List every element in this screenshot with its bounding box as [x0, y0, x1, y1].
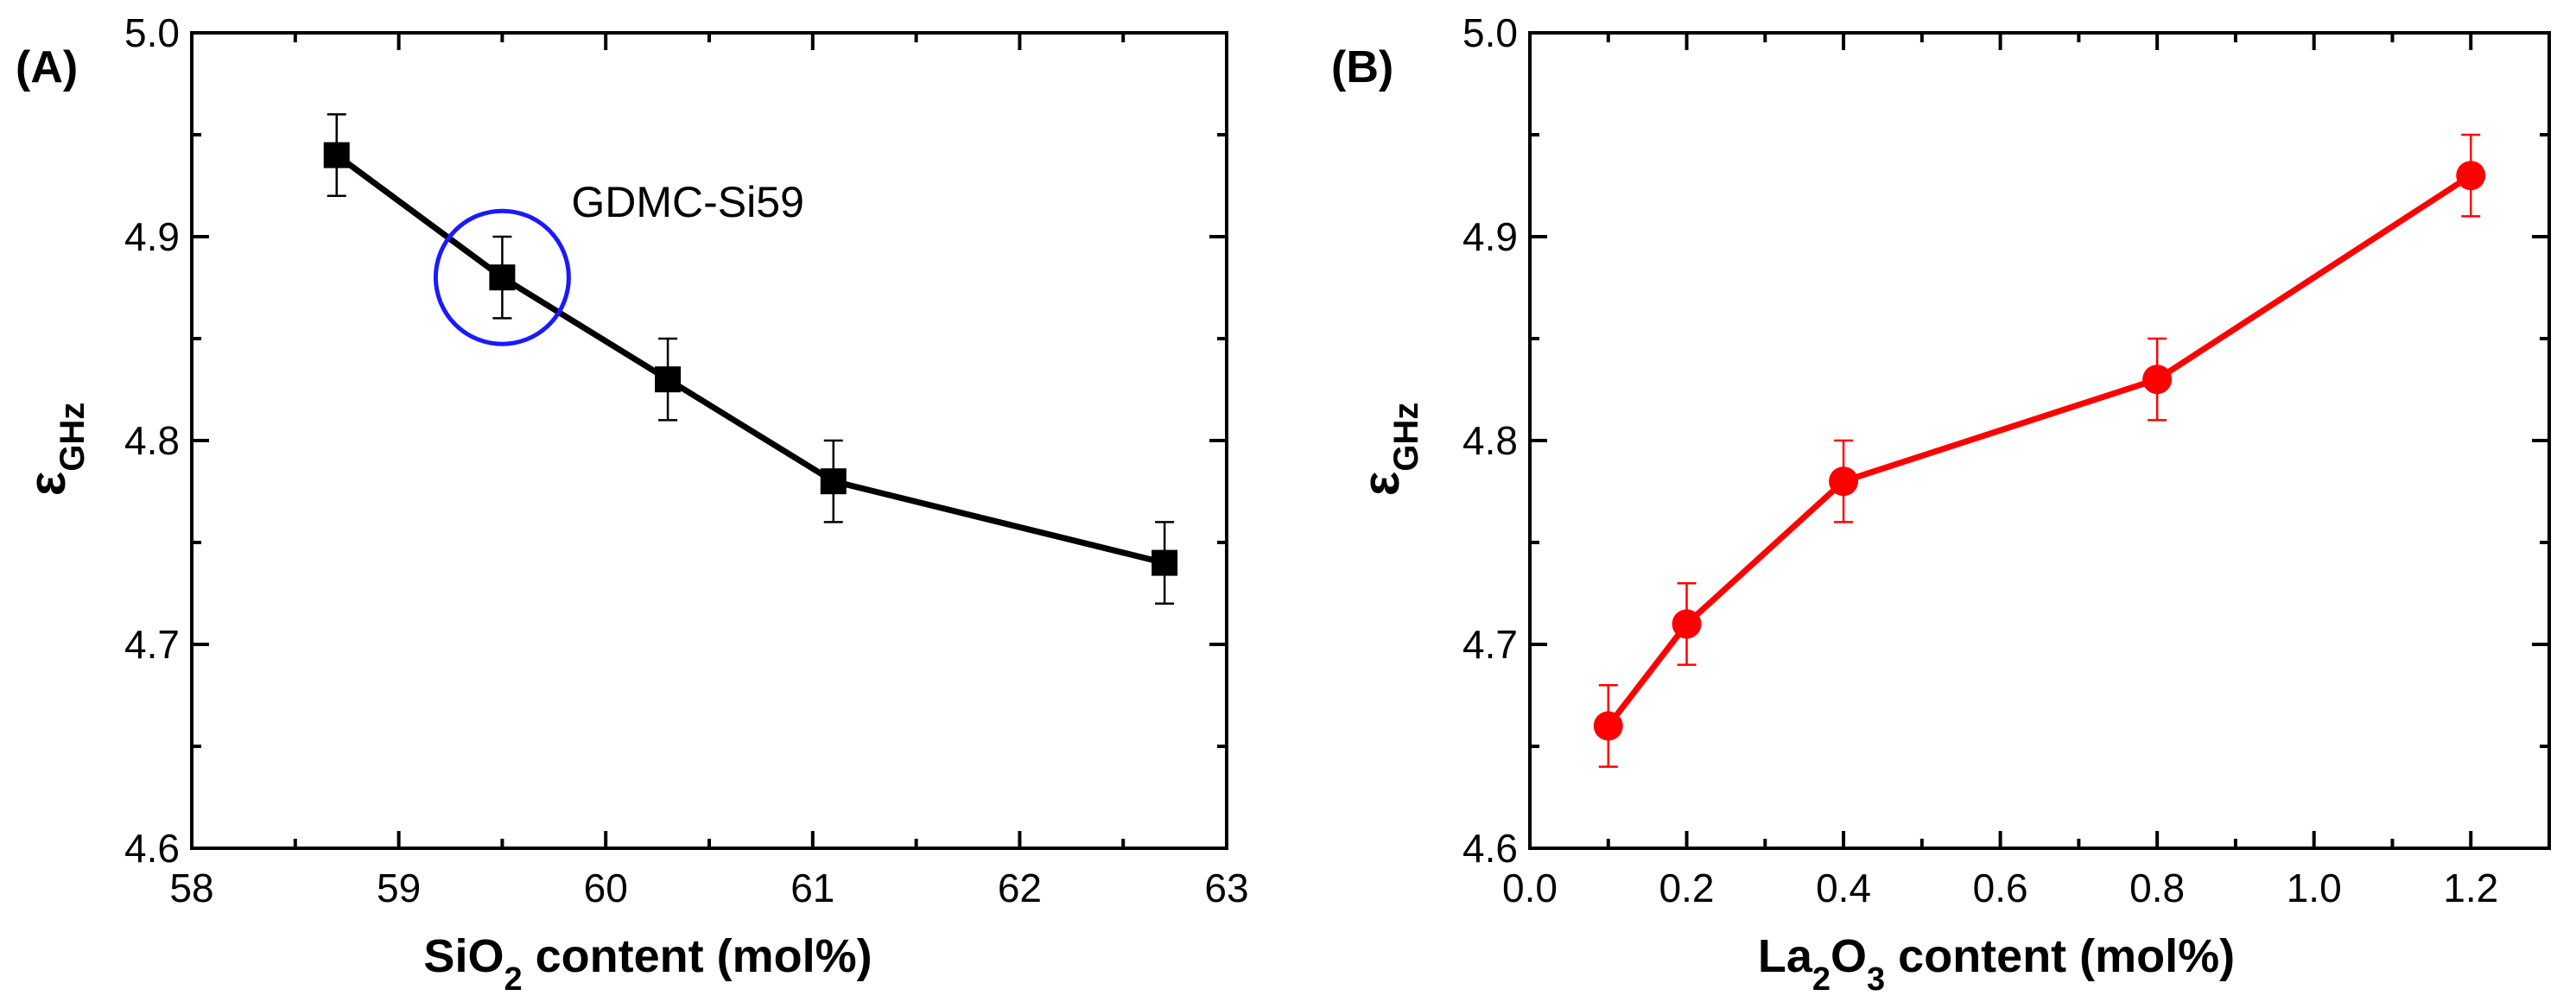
data-point — [2456, 161, 2486, 191]
x-tick-label: 59 — [377, 866, 421, 910]
x-tick-label: 1.2 — [2443, 866, 2498, 910]
y-tick-label: 4.6 — [1462, 826, 1518, 871]
data-point — [1593, 711, 1623, 741]
y-axis-label-subscript: GHz — [1387, 403, 1425, 472]
x-tick-label: 60 — [584, 866, 628, 910]
chart-panel-a: (A) 58 59 60 61 62 63 4.6 4.7 4.8 4.9 5.0 SiO2 cont… — [16, 10, 1249, 998]
y-axis-label: εGHz — [1352, 403, 1425, 496]
y-axis-label: εGHz — [18, 403, 92, 496]
x-axis-label-main: SiO — [423, 930, 504, 982]
data-point — [323, 142, 350, 168]
x-axis-label-rest: content (mol%) — [1885, 930, 2235, 982]
x-tick-label: 0.0 — [1502, 866, 1558, 910]
x-axis-label-subscript: 2 — [1812, 961, 1830, 998]
y-tick-label: 4.9 — [124, 214, 180, 259]
y-axis-label-main: ε — [1352, 472, 1410, 496]
plot-frame — [1528, 31, 2551, 850]
panel-label-b: (B) — [1331, 42, 1393, 92]
panel-label-a: (A) — [16, 42, 78, 92]
y-tick-label: 4.6 — [124, 826, 180, 871]
x-axis-label-mid: O — [1830, 930, 1867, 982]
y-tick-label: 4.7 — [1462, 622, 1518, 667]
series-line — [1605, 173, 2473, 728]
x-tick-label: 0.4 — [1816, 866, 1871, 910]
x-tick-label: 1.0 — [2287, 866, 2342, 910]
x-tick-label: 0.2 — [1659, 866, 1715, 910]
y-axis-label-main: ε — [18, 472, 76, 496]
y-tick-label: 5.0 — [124, 10, 180, 55]
y-tick-label: 5.0 — [1462, 10, 1518, 55]
data-point — [655, 366, 682, 393]
data-point — [489, 264, 516, 291]
y-tick-label: 4.7 — [124, 622, 180, 667]
highlight-circle — [433, 208, 571, 346]
annotation-label: GDMC-Si59 — [571, 178, 803, 226]
x-axis-label: SiO2 content (mol%) — [423, 930, 872, 998]
x-axis-label-main: La — [1758, 930, 1813, 982]
x-tick-label: 62 — [998, 866, 1042, 910]
y-tick-label: 4.8 — [1462, 418, 1518, 463]
x-tick-label: 0.8 — [2129, 866, 2185, 910]
x-axis-label: La2O3 content (mol%) — [1758, 930, 2235, 998]
data-point — [1672, 609, 1702, 639]
data-point — [820, 468, 847, 495]
x-axis-label-rest: content (mol%) — [523, 930, 872, 982]
data-point — [2142, 365, 2173, 395]
x-tick-label: 63 — [1204, 866, 1248, 910]
y-axis-label-subscript: GHz — [54, 403, 92, 472]
y-tick-label: 4.8 — [124, 418, 180, 463]
x-axis-label-subscript: 2 — [504, 961, 522, 998]
chart-panel-b: (B) 0.0 0.2 0.4 0.6 0.8 1.0 1.2 4.6 4.7 4.8 4.9 5.0… — [1331, 10, 2551, 998]
x-axis-label-subscript-2: 3 — [1867, 961, 1885, 998]
y-tick-label: 4.9 — [1462, 214, 1518, 259]
x-tick-label: 0.6 — [1973, 866, 2028, 910]
data-point — [1152, 549, 1178, 576]
x-tick-label: 61 — [790, 866, 834, 910]
data-point — [1829, 466, 1859, 497]
x-tick-label: 58 — [169, 866, 213, 910]
